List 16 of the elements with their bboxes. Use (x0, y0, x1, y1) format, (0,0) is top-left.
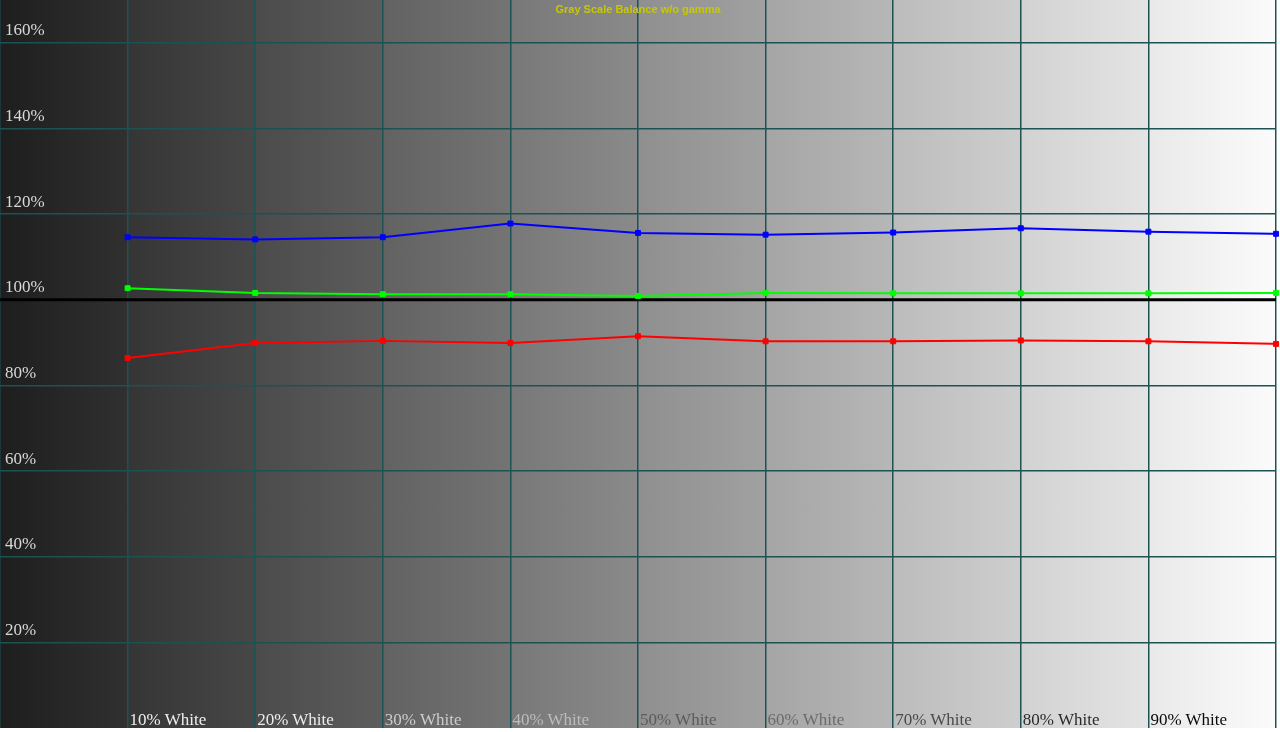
y-tick-label: 80% (5, 362, 37, 382)
x-tick-label: 70% White (895, 710, 972, 730)
x-tick-label: 10% White (129, 710, 207, 730)
x-tick-label: 40% White (512, 710, 590, 730)
y-tick-label: 160% (5, 20, 45, 40)
x-tick-label: 60% White (767, 710, 845, 730)
y-tick-label: 60% (5, 448, 37, 468)
x-tick-label: 90% White (1150, 710, 1228, 730)
y-tick-label: 120% (5, 191, 45, 211)
y-tick-label: 140% (5, 105, 45, 125)
x-tick-label: 20% White (257, 710, 334, 730)
x-tick-label: 30% White (384, 710, 462, 730)
y-tick-label: 40% (5, 534, 37, 554)
x-tick-label: 80% White (1022, 710, 1100, 730)
y-tick-label: 20% (5, 619, 37, 639)
y-tick-label: 100% (5, 277, 45, 297)
